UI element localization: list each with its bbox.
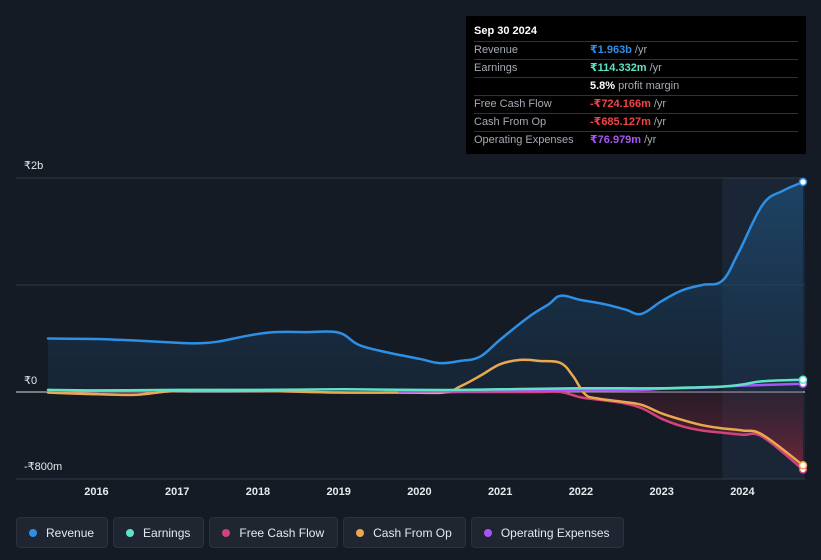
tooltip-row-unit: profit margin xyxy=(618,80,680,92)
tooltip-row-value: ₹114.332m xyxy=(590,62,647,74)
tooltip-row: 5.8% profit margin xyxy=(474,78,798,96)
legend-label: Earnings xyxy=(143,525,191,540)
legend-label: Revenue xyxy=(46,525,95,540)
free-cash-flow-area xyxy=(48,390,803,470)
tooltip: Sep 30 2024 Revenue ₹1.963b/yr Earnings ₹11… xyxy=(466,16,806,154)
legend-dot-icon xyxy=(222,528,231,537)
legend-dot-icon xyxy=(29,528,37,537)
chart-lines xyxy=(46,180,805,471)
y-axis-zero-label: ₹0 xyxy=(24,375,38,387)
y-axis-bottom-label: -₹800m xyxy=(24,461,63,473)
chart-x-ticks: 2016 2017 2018 2019 2020 2021 2022 2023 2024 xyxy=(84,486,755,498)
tooltip-date: Sep 30 2024 xyxy=(474,24,798,42)
tooltip-row-value: ₹1.963b xyxy=(590,44,632,56)
chart-endpoints xyxy=(798,177,808,474)
legend-item-cash-from-op[interactable]: Cash From Op xyxy=(343,517,466,548)
legend-item-earnings[interactable]: Earnings xyxy=(113,517,205,548)
earnings-line xyxy=(46,378,805,392)
tooltip-row: Earnings ₹114.332m/yr xyxy=(474,60,798,78)
x-tick-label: 2020 xyxy=(407,486,431,498)
tooltip-row-label: Revenue xyxy=(474,44,519,56)
revenue-line xyxy=(46,180,805,365)
tooltip-row-unit: /yr xyxy=(653,116,667,128)
legend-dot-icon xyxy=(483,528,492,537)
x-tick-label: 2017 xyxy=(165,486,189,498)
tooltip-row-unit: /yr xyxy=(649,62,662,74)
x-tick-label: 2019 xyxy=(326,486,350,498)
tooltip-row-label xyxy=(474,78,590,95)
x-tick-label: 2024 xyxy=(730,486,755,498)
earnings-endpoint xyxy=(798,375,808,385)
x-tick-label: 2016 xyxy=(84,486,108,498)
legend: Revenue Earnings Free Cash Flow Cash From O… xyxy=(16,517,624,548)
tooltip-row-label: Free Cash Flow xyxy=(474,98,552,110)
tooltip-row-label: Earnings xyxy=(474,62,518,74)
y-axis-top-label: ₹2b xyxy=(24,160,44,172)
x-tick-label: 2022 xyxy=(569,486,593,498)
x-tick-label: 2021 xyxy=(488,486,512,498)
legend-dot-icon xyxy=(356,528,365,537)
legend-dot-icon xyxy=(126,528,135,537)
chart-canvas: 2016 2017 2018 2019 2020 2021 2022 2023 2024 xyxy=(16,177,808,498)
tooltip-row-unit: /yr xyxy=(634,44,648,56)
tooltip-row: Operating Expenses ₹76.979m/yr xyxy=(474,132,798,149)
legend-label: Operating Expenses xyxy=(500,525,610,540)
revenue-area xyxy=(48,182,803,392)
legend-item-revenue[interactable]: Revenue xyxy=(16,517,109,548)
chart-areas xyxy=(48,182,803,470)
x-tick-label: 2018 xyxy=(246,486,270,498)
tooltip-row-value: -₹685.127m xyxy=(590,116,651,128)
legend-label: Free Cash Flow xyxy=(239,525,325,540)
tooltip-row-value: ₹76.979m xyxy=(590,134,642,146)
revenue-endpoint xyxy=(798,177,808,187)
legend-item-free-cash-flow[interactable]: Free Cash Flow xyxy=(209,517,339,548)
tooltip-row-value: -₹724.166m xyxy=(590,98,651,110)
tooltip-row: Revenue ₹1.963b/yr xyxy=(474,42,798,60)
tooltip-rows: Revenue ₹1.963b/yr Earnings ₹114.332m/yr 5.8… xyxy=(474,42,798,149)
tooltip-row: Free Cash Flow -₹724.166m/yr xyxy=(474,96,798,114)
tooltip-row-label: Operating Expenses xyxy=(474,134,574,146)
x-tick-label: 2023 xyxy=(649,486,673,498)
tooltip-row-value: 5.8% xyxy=(590,80,616,92)
legend-item-operating-expenses[interactable]: Operating Expenses xyxy=(470,517,624,548)
tooltip-row-label: Cash From Op xyxy=(474,116,547,128)
tooltip-row-unit: /yr xyxy=(644,134,657,146)
legend-label: Cash From Op xyxy=(373,525,452,540)
tooltip-row: Cash From Op -₹685.127m/yr xyxy=(474,114,798,132)
tooltip-row-unit: /yr xyxy=(653,98,667,110)
cash-from-op-endpoint xyxy=(798,461,808,470)
